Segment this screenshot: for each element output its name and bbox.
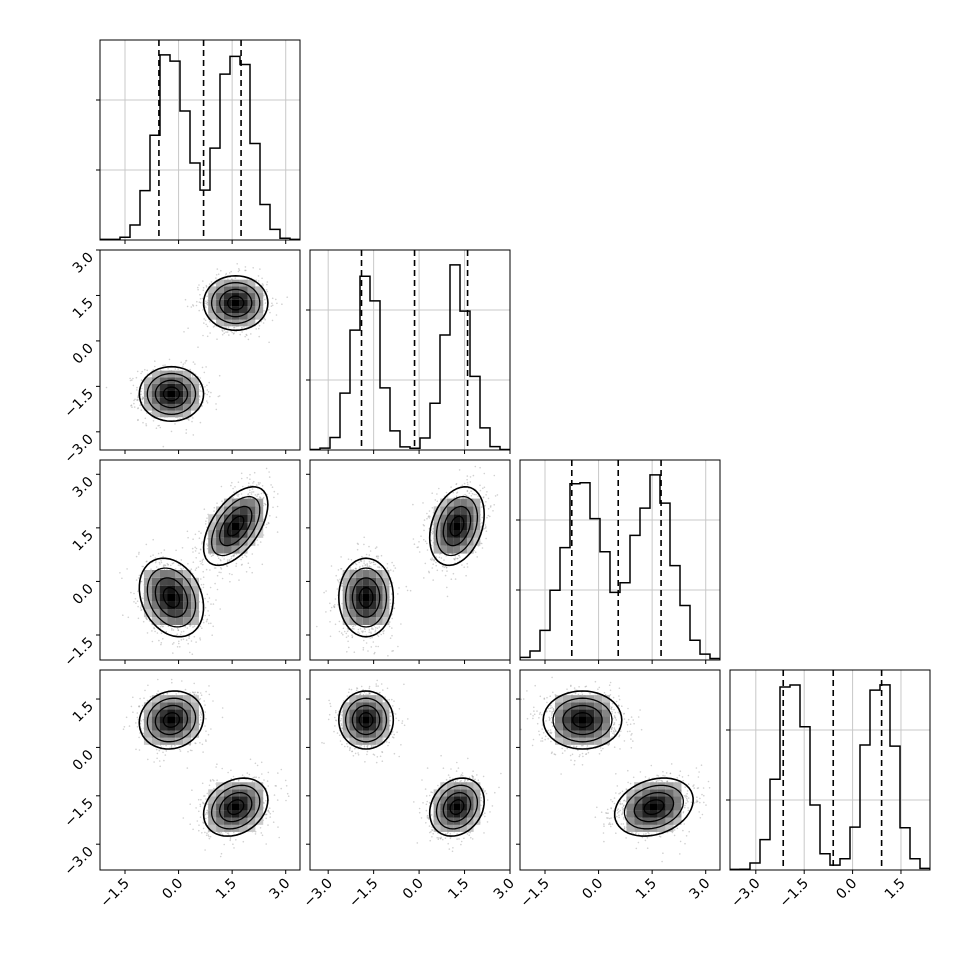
- xtick-label-2-0: −1.5: [517, 876, 552, 911]
- cluster-1-3-0: [339, 691, 394, 749]
- panel-1-1: [306, 250, 510, 454]
- xtick-label-1-2: 0.0: [400, 876, 427, 903]
- panel-frame-3-1: [310, 670, 510, 870]
- ytick-label-1-0: −3.0: [61, 431, 96, 466]
- cluster-0-1-0: [139, 367, 203, 422]
- cluster-1-2-1: [430, 487, 485, 566]
- xtick-label-0-0: −1.5: [97, 876, 132, 911]
- xtick-label-2-1: 0.0: [579, 876, 606, 903]
- panel-frame-2-0: [100, 460, 300, 660]
- panel-frame-1-0: [100, 250, 300, 450]
- cluster-0-3-0: [139, 691, 203, 749]
- scatter-1-2: [316, 466, 498, 657]
- ytick-label-2-1: 0.0: [70, 581, 97, 608]
- histogram-0: [100, 55, 300, 240]
- ytick-label-1-2: 0.0: [70, 340, 97, 367]
- xtick-label-0-3: 3.0: [266, 876, 293, 903]
- cluster-2-3-1: [615, 778, 693, 836]
- ytick-label-1-1: −1.5: [61, 386, 96, 421]
- panel-3-3: −3.0 −1.5 0.0 1.5: [726, 670, 930, 911]
- xtick-label-0-2: 1.5: [213, 876, 240, 903]
- ytick-label-1-4: 3.0: [70, 250, 97, 277]
- ytick-label-3-3: 1.5: [70, 699, 97, 726]
- ytick-label-3-0: −3.0: [61, 844, 96, 879]
- cluster-0-1-1: [204, 276, 268, 331]
- xtick-label-1-0: −3.0: [301, 876, 336, 911]
- panel-0-0: [96, 40, 300, 244]
- ytick-label-3-1: −1.5: [61, 795, 96, 830]
- cluster-2-3-0: [543, 691, 622, 749]
- ytick-label-2-2: 1.5: [70, 527, 97, 554]
- xtick-label-0-1: 0.0: [159, 876, 186, 903]
- ytick-label-2-0: −1.5: [61, 635, 96, 670]
- histogram-3: [730, 685, 930, 870]
- panel-2-2: [516, 460, 720, 664]
- panel-1-0: −3.0 −1.5 0.0 1.5 3.0: [61, 250, 300, 467]
- xtick-label-1-1: −1.5: [346, 876, 381, 911]
- ytick-label-3-2: 0.0: [70, 747, 97, 774]
- xtick-label-1-4: 3.0: [491, 876, 518, 903]
- xtick-label-2-3: 3.0: [686, 876, 713, 903]
- cluster-0-2-1: [204, 487, 268, 566]
- xtick-label-3-3: 1.5: [882, 876, 909, 903]
- xtick-label-3-0: −3.0: [728, 876, 763, 911]
- xtick-label-3-2: 0.0: [833, 876, 860, 903]
- panel-3-1: −3.0 −1.5 0.0 1.5 3.0: [301, 670, 518, 911]
- panel-3-2: −1.5 0.0 1.5 3.0: [516, 670, 720, 911]
- ytick-label-1-3: 1.5: [70, 295, 97, 322]
- histogram-1: [310, 265, 510, 450]
- xtick-label-2-2: 1.5: [633, 876, 660, 903]
- panel-2-1: [306, 460, 510, 664]
- xtick-label-1-3: 1.5: [445, 876, 472, 903]
- cluster-0-3-1: [204, 778, 268, 836]
- histogram-2: [520, 475, 720, 660]
- panel-2-0: −1.5 0.0 1.5 3.0: [61, 460, 300, 670]
- cluster-1-3-1: [430, 778, 485, 836]
- ytick-label-2-3: 3.0: [70, 474, 97, 501]
- xtick-label-3-1: −1.5: [777, 876, 812, 911]
- cluster-0-2-0: [139, 558, 203, 636]
